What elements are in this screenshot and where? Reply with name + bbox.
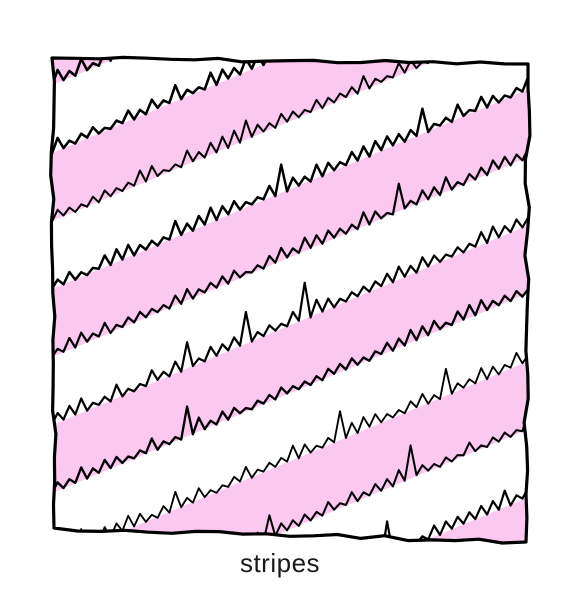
stripe-edge xyxy=(50,57,530,160)
stripe-band xyxy=(50,216,530,503)
stripe-band xyxy=(50,80,530,367)
stripes-pattern-swatch xyxy=(40,0,540,545)
stripe-edge xyxy=(50,485,530,544)
stripe-band xyxy=(50,352,530,544)
stripe-edge xyxy=(50,72,530,295)
stripe-edge xyxy=(50,344,530,544)
jagged-stripe-edges xyxy=(40,0,540,544)
stripe-edge xyxy=(50,411,530,544)
stripe-edge xyxy=(50,275,530,500)
stripe-edge xyxy=(50,57,530,226)
stripe-edge xyxy=(40,0,540,23)
stripe-bands xyxy=(50,57,530,544)
hand-drawn-border xyxy=(49,55,532,545)
stripe-band xyxy=(50,57,530,231)
stripe-edge xyxy=(50,206,530,431)
pattern-caption: stripes xyxy=(239,548,321,578)
stripe-edge xyxy=(50,141,530,362)
